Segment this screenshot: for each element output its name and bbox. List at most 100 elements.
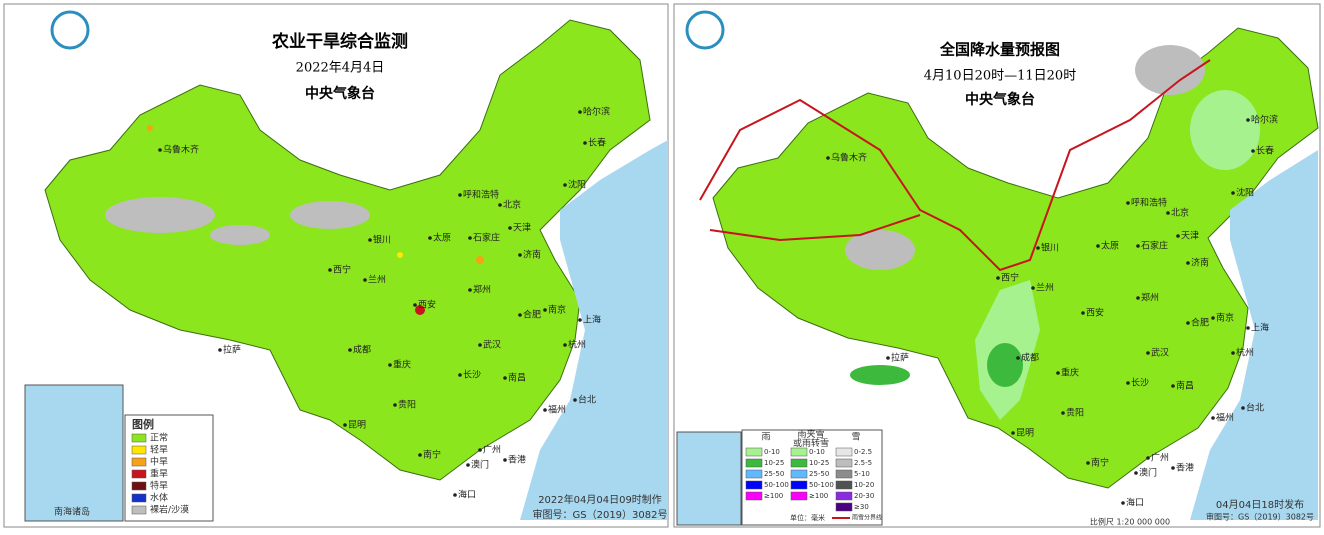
legend-swatch — [131, 469, 147, 479]
legend-line-label: 雨雪分界线 — [852, 514, 882, 522]
china-drought-map — [44, 19, 651, 481]
city-dot — [508, 226, 512, 230]
city-dot — [1231, 351, 1235, 355]
rain-area — [1190, 90, 1260, 170]
city-dot — [1186, 321, 1190, 325]
city-label: 拉萨 — [223, 344, 241, 356]
sea — [1190, 150, 1318, 520]
city-dot — [1176, 234, 1180, 238]
city-dot — [343, 423, 347, 427]
legend-swatch — [745, 491, 763, 501]
legend-swatch — [835, 491, 853, 501]
city-label: 西安 — [1086, 307, 1104, 319]
city-dot — [498, 203, 502, 207]
legend-swatch — [835, 502, 853, 512]
city-label: 郑州 — [473, 284, 491, 296]
legend-label: ≥100 — [809, 492, 828, 500]
city-label: 兰州 — [1036, 282, 1054, 294]
city-dot — [578, 110, 582, 114]
city-label: 银川 — [373, 234, 391, 246]
inset-label: 南海诸岛 — [54, 506, 90, 518]
city-dot — [1056, 371, 1060, 375]
city-dot — [1036, 246, 1040, 250]
city-dot — [1011, 431, 1015, 435]
city-dot — [468, 288, 472, 292]
city-label: 重庆 — [1061, 367, 1079, 379]
made-time: 2022年04月04日09时制作 — [538, 493, 662, 506]
city-dot — [518, 253, 522, 257]
title: 农业干旱综合监测 — [271, 31, 408, 52]
city-label: 西宁 — [333, 264, 351, 276]
city-dot — [1211, 416, 1215, 420]
city-label: 台北 — [578, 394, 596, 406]
title: 全国降水量预报图 — [939, 41, 1060, 59]
city-dot — [1241, 406, 1245, 410]
legend-label: 10-25 — [809, 459, 829, 467]
legend-swatch — [131, 493, 147, 503]
city-dot — [368, 238, 372, 242]
city-label: 南宁 — [423, 449, 441, 461]
legend-swatch — [790, 480, 808, 490]
city-label: 北京 — [503, 199, 521, 211]
legend-swatch — [790, 458, 808, 468]
city-label: 澳门 — [1139, 467, 1157, 479]
legend-label: 0-2.5 — [854, 448, 872, 456]
city-dot — [468, 236, 472, 240]
city-dot — [458, 193, 462, 197]
city-dot — [478, 343, 482, 347]
city-label: 长沙 — [463, 369, 481, 381]
rain-snow-line — [709, 214, 921, 242]
city-label: 福州 — [1216, 412, 1234, 424]
legend-swatch — [790, 469, 808, 479]
legend-swatch — [835, 480, 853, 490]
city-label: 呼和浩特 — [463, 189, 499, 201]
city-dot — [1061, 411, 1065, 415]
scale: 比例尺 1:20 000 000 — [1090, 517, 1170, 527]
city-label: 台北 — [1246, 402, 1264, 414]
legend-label: 0-10 — [764, 448, 780, 456]
city-dot — [1166, 211, 1170, 215]
city-label: 太原 — [1101, 240, 1119, 252]
legend-box — [124, 414, 214, 522]
city-label: 昆明 — [1016, 428, 1034, 439]
legend-label: 10-25 — [764, 459, 784, 467]
city-label: 武汉 — [1151, 347, 1169, 359]
city-dot — [1126, 201, 1130, 205]
city-dot — [1171, 384, 1175, 388]
city-dot — [1121, 501, 1125, 505]
city-dot — [1251, 149, 1255, 153]
city-label: 哈尔滨 — [583, 106, 610, 118]
city-dot — [388, 363, 392, 367]
city-dot — [1171, 466, 1175, 470]
legend-label: 50-100 — [764, 481, 789, 489]
legend-label: 重旱 — [150, 468, 168, 480]
legend-swatch — [835, 458, 853, 468]
drought-spot — [415, 305, 425, 315]
legend-title: 雪 — [851, 432, 860, 443]
city-label: 石家庄 — [1141, 240, 1168, 252]
legend-label: 裸岩/沙漠 — [150, 504, 189, 516]
city-dot — [503, 458, 507, 462]
city-label: 沈阳 — [1236, 187, 1254, 199]
city-dot — [218, 348, 222, 352]
city-label: 长春 — [588, 137, 606, 149]
city-label: 天津 — [1181, 231, 1199, 242]
inset-map — [24, 384, 124, 522]
drought-spot — [397, 252, 403, 258]
city-dot — [158, 148, 162, 152]
legend-label: 0-10 — [809, 448, 825, 456]
city-dot — [348, 348, 352, 352]
city-dot — [563, 183, 567, 187]
city-dot — [996, 276, 1000, 280]
desert — [210, 225, 270, 245]
city-dot — [563, 343, 567, 347]
city-label: 广州 — [1151, 452, 1169, 464]
city-dot — [503, 376, 507, 380]
legend-swatch — [745, 480, 763, 490]
city-dot — [393, 403, 397, 407]
city-dot — [363, 278, 367, 282]
legend-swatch — [790, 447, 808, 457]
city-label: 南京 — [1216, 312, 1234, 324]
city-dot — [1081, 311, 1085, 315]
